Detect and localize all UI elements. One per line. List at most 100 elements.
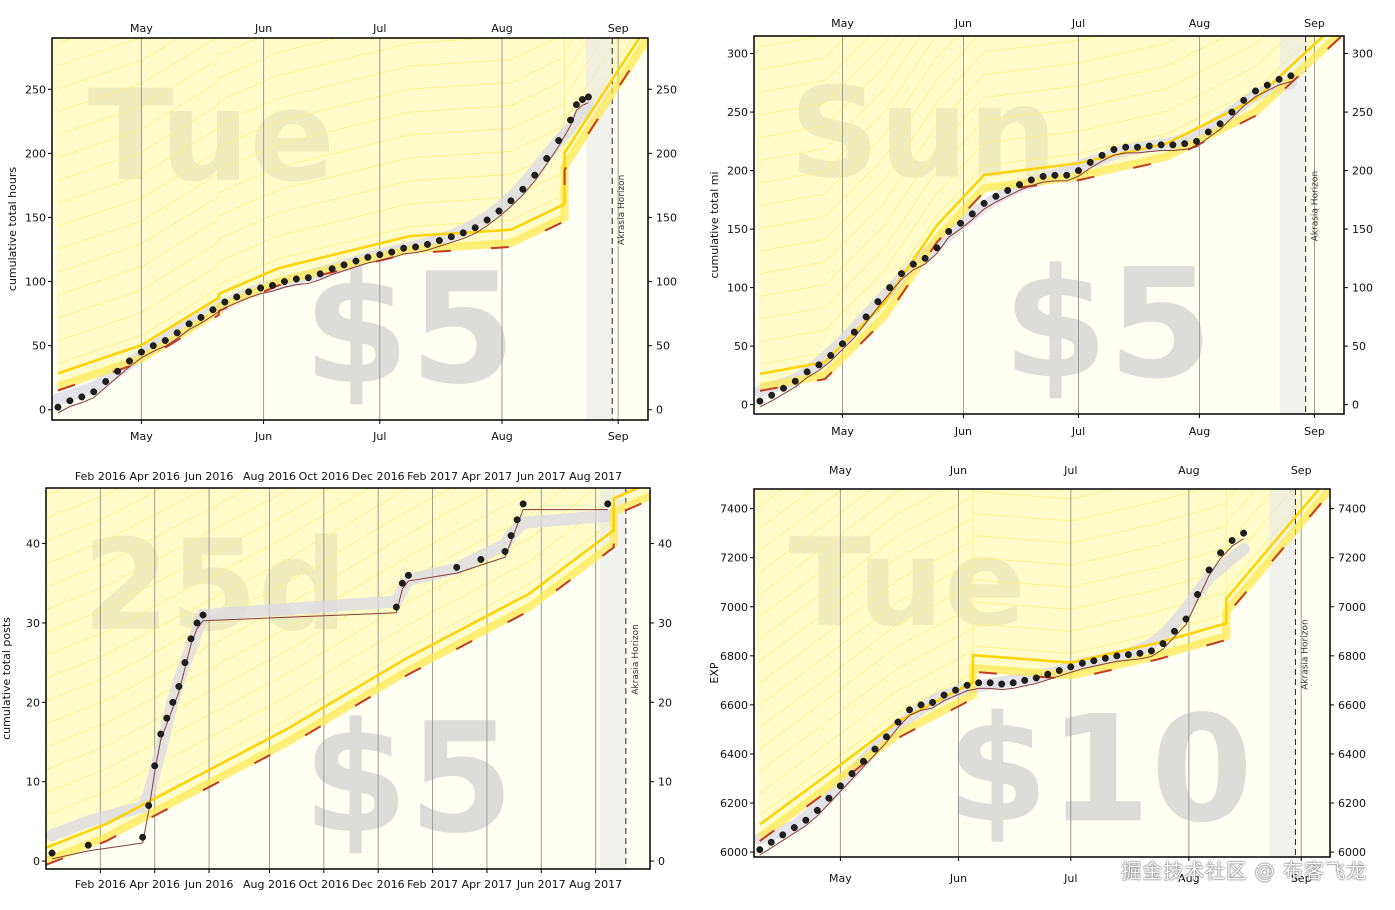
horizon-shading [1279,36,1306,414]
datapoint [1171,627,1178,635]
datapoint [139,833,147,841]
datapoint [940,691,948,699]
datapoint [815,361,823,369]
x-tick-label: Feb 2016 [75,878,126,891]
road-offset-line [759,36,871,93]
datapoint [495,207,503,215]
datapoint [898,270,905,278]
x-tick-label: Jun [254,430,272,443]
datapoint [388,248,396,256]
road-offset-line [46,488,409,679]
y-tick-label: 0 [39,404,46,417]
datapoint [933,244,941,252]
datapoint [328,265,336,273]
datapoint [952,686,960,694]
road-centerline [46,488,641,849]
datapoint [1090,657,1098,665]
x-tick-label-top: Sep [1304,17,1325,30]
datapoint [1193,137,1200,145]
y-tick-label: 6000 [720,846,748,859]
road-offset-line [759,36,922,161]
x-tick-label-top: Sep [608,22,629,35]
road-offset-line [46,488,453,702]
datapoint [756,397,764,405]
road-dash-line [46,498,650,866]
datapoint [54,403,62,411]
y-tick-label-right: 20 [658,696,672,709]
datapoint [917,701,925,709]
datapoint [477,555,485,563]
datapoint [151,762,159,770]
road-offset-line [759,36,958,207]
datapoint [1032,674,1040,682]
datapoint [1228,108,1236,116]
datapoint [501,548,509,555]
datapoint [1263,81,1271,89]
road-offset-line [760,455,1330,462]
road-offset-line [46,488,293,611]
road-offset-line [759,489,974,640]
datapoint [1136,649,1144,657]
x-tick-label-top: Jun [949,464,967,477]
datapoint [209,306,217,314]
datapoint [1051,171,1059,179]
x-tick-label: May [829,872,852,885]
y-tick-label-right: 200 [656,147,677,160]
y-tick-label-right: 150 [656,211,677,224]
datapoint [453,563,461,571]
datapoint [435,237,443,244]
datapoint [145,802,153,809]
road-offset-line [46,488,615,816]
x-tick-label-top: Feb 2016 [75,470,126,483]
datapoint [519,185,527,193]
horizon-label: Akrasia Horizon [617,175,627,246]
datapoint [102,378,110,385]
y-tick-label: 200 [25,147,46,160]
datapoint [507,532,515,540]
datapoint [825,794,833,802]
datapoint [352,257,360,265]
datapoint [1078,659,1086,667]
road-offset-line [759,36,848,71]
datapoint [998,680,1006,688]
datapoint [459,229,467,237]
x-tick-label: Apr 2016 [129,878,180,891]
datapoint [1194,591,1201,598]
datapoint [400,244,408,252]
datapoint [1159,640,1167,648]
y-tick-label-right: 6000 [1338,846,1366,859]
datapoint [1122,143,1130,151]
y-tick-label: 6800 [720,650,748,663]
datapoint [906,706,913,714]
datapoint [1027,176,1035,184]
datapoint [161,337,169,344]
x-tick-label: Feb 2017 [407,878,458,891]
datapoint [181,659,189,667]
datapoint [149,342,157,350]
y-axis-label: cumulative total hours [6,167,19,291]
datapoint [980,199,988,207]
datapoint [1145,142,1153,150]
road-offset-line [46,488,332,633]
road-offset-line [46,488,496,725]
y-tick-label-right: 6400 [1338,748,1366,761]
y-tick-label-right: 300 [1352,48,1373,61]
datapoint [376,251,384,259]
datapoint [791,377,799,385]
y-tick-label: 150 [727,223,748,236]
datapoint [471,224,479,232]
road-centerline [759,489,1321,826]
datapoint [921,254,929,262]
datapoint [894,718,902,726]
datapoint [1182,615,1190,623]
x-tick-label: Sep [608,430,629,443]
datapoint [519,500,527,508]
datapoint [404,571,412,579]
datapoint [1134,143,1141,151]
x-tick-label-top: Apr 2016 [129,470,180,483]
datapoint [1228,537,1236,544]
road-offset-line [759,36,937,184]
